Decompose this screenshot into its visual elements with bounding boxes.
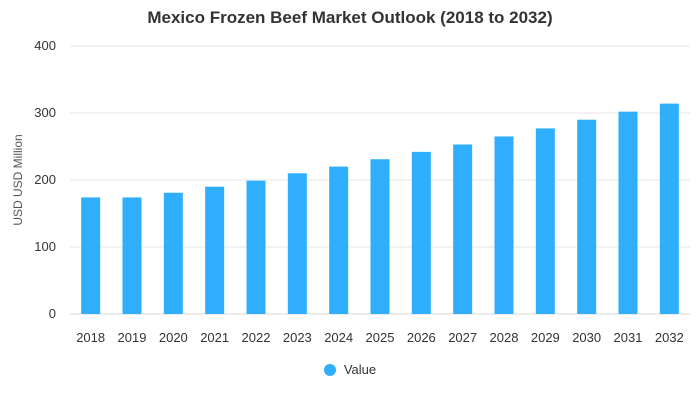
chart-title: Mexico Frozen Beef Market Outlook (2018 … bbox=[147, 8, 553, 27]
x-tick-label: 2025 bbox=[366, 330, 395, 345]
bar bbox=[411, 151, 431, 314]
y-tick-label: 100 bbox=[34, 239, 56, 254]
bar bbox=[659, 103, 679, 315]
x-tick-label: 2028 bbox=[490, 330, 519, 345]
x-tick-label: 2031 bbox=[614, 330, 643, 345]
bar bbox=[246, 180, 266, 314]
y-tick-label: 200 bbox=[34, 172, 56, 187]
bar bbox=[205, 186, 225, 314]
bar bbox=[494, 136, 514, 314]
bar bbox=[287, 173, 307, 314]
x-tick-label: 2032 bbox=[655, 330, 684, 345]
legend-swatch bbox=[323, 363, 336, 376]
x-tick-label: 2029 bbox=[531, 330, 560, 345]
bar bbox=[163, 192, 183, 314]
x-tick-label: 2022 bbox=[242, 330, 271, 345]
bar bbox=[535, 128, 555, 314]
legend[interactable]: Value bbox=[0, 362, 700, 377]
legend-label: Value bbox=[343, 362, 377, 377]
bar bbox=[577, 119, 597, 314]
x-tick-label: 2024 bbox=[324, 330, 353, 345]
y-tick-label: 0 bbox=[49, 306, 56, 321]
x-tick-label: 2027 bbox=[448, 330, 477, 345]
x-tick-label: 2020 bbox=[159, 330, 188, 345]
x-tick-label: 2021 bbox=[200, 330, 229, 345]
bar bbox=[122, 197, 142, 314]
y-tick-label: 300 bbox=[34, 105, 56, 120]
x-tick-label: 2019 bbox=[118, 330, 147, 345]
x-tick-label: 2030 bbox=[572, 330, 601, 345]
x-tick-label: 2018 bbox=[76, 330, 105, 345]
x-tick-label: 2023 bbox=[283, 330, 312, 345]
y-tick-label: 400 bbox=[34, 38, 56, 53]
y-axis-label: USD USD Million bbox=[11, 134, 25, 225]
bar bbox=[453, 144, 473, 314]
bar bbox=[618, 111, 638, 314]
bar bbox=[329, 166, 349, 314]
x-tick-label: 2026 bbox=[407, 330, 436, 345]
bar bbox=[370, 159, 390, 314]
bar bbox=[81, 197, 101, 314]
